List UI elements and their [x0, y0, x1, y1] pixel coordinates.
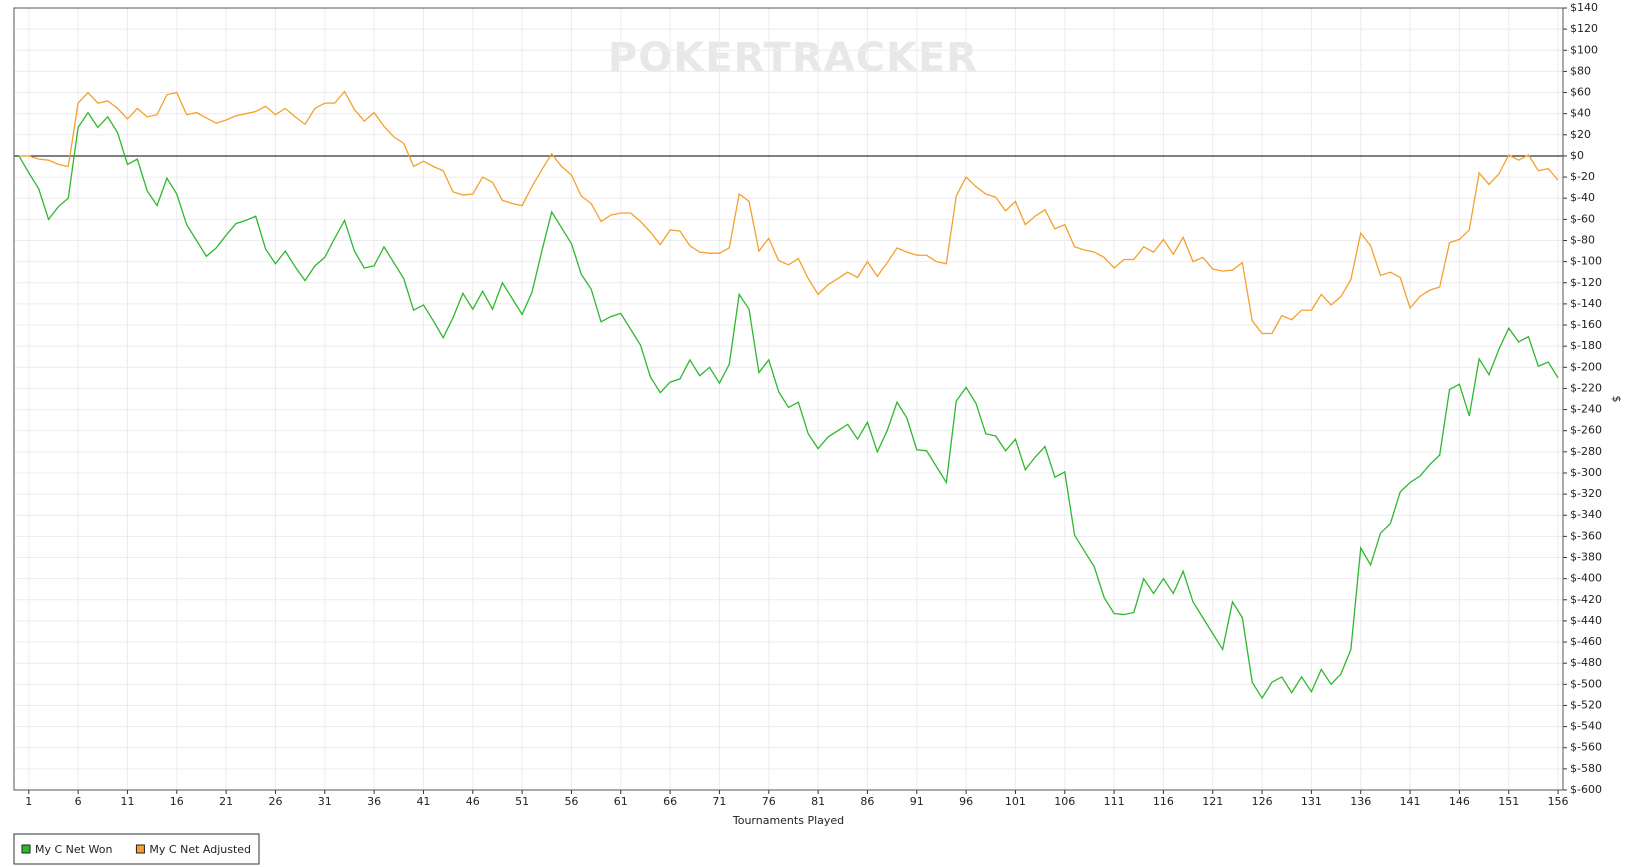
legend-label: My C Net Adjusted: [149, 843, 251, 856]
y-tick-label: $-320: [1570, 487, 1602, 500]
x-tick-label: 36: [367, 795, 381, 808]
legend: My C Net Won My C Net Adjusted: [13, 833, 260, 865]
legend-label: My C Net Won: [35, 843, 112, 856]
y-tick-label: $-520: [1570, 698, 1602, 711]
y-tick-label: $60: [1570, 86, 1591, 99]
y-tick-label: $120: [1570, 22, 1598, 35]
x-tick-label: 86: [860, 795, 874, 808]
x-tick-label: 146: [1449, 795, 1470, 808]
y-tick-label: $-60: [1570, 212, 1595, 225]
y-tick-label: $-280: [1570, 445, 1602, 458]
x-tick-label: 91: [910, 795, 924, 808]
x-tick-label: 71: [712, 795, 726, 808]
x-tick-label: 121: [1202, 795, 1223, 808]
x-tick-label: 11: [120, 795, 134, 808]
y-tick-label: $-140: [1570, 297, 1602, 310]
x-tick-label: 111: [1104, 795, 1125, 808]
y-tick-label: $-580: [1570, 762, 1602, 775]
x-tick-label: 81: [811, 795, 825, 808]
y-tick-label: $80: [1570, 64, 1591, 77]
y-tick-label: $-120: [1570, 276, 1602, 289]
x-tick-label: 101: [1005, 795, 1026, 808]
x-tick-label: 156: [1548, 795, 1569, 808]
x-tick-label: 141: [1400, 795, 1421, 808]
y-tick-label: $40: [1570, 107, 1591, 120]
x-tick-label: 1: [25, 795, 32, 808]
x-tick-label: 96: [959, 795, 973, 808]
y-tick-label: $140: [1570, 1, 1598, 14]
y-tick-label: $0: [1570, 149, 1584, 162]
x-axis-title: Tournaments Played: [732, 814, 844, 827]
y-tick-label: $20: [1570, 128, 1591, 141]
series-line: [18, 90, 1559, 335]
y-tick-label: $-360: [1570, 529, 1602, 542]
x-tick-label: 41: [416, 795, 430, 808]
y-tick-label: $-500: [1570, 677, 1602, 690]
legend-swatch: [21, 844, 31, 854]
series-line: [18, 111, 1559, 700]
x-tick-label: 66: [663, 795, 677, 808]
y-tick-label: $-200: [1570, 360, 1602, 373]
x-tick-label: 31: [318, 795, 332, 808]
x-tick-label: 56: [564, 795, 578, 808]
x-tick-label: 16: [170, 795, 184, 808]
x-tick-label: 51: [515, 795, 529, 808]
y-tick-label: $-460: [1570, 635, 1602, 648]
x-tick-label: 61: [614, 795, 628, 808]
y-tick-label: $-300: [1570, 466, 1602, 479]
y-tick-label: $-540: [1570, 720, 1602, 733]
x-tick-label: 151: [1498, 795, 1519, 808]
x-tick-label: 136: [1350, 795, 1371, 808]
y-tick-label: $-380: [1570, 551, 1602, 564]
y-tick-label: $-440: [1570, 614, 1602, 627]
y-tick-label: $-80: [1570, 233, 1595, 246]
y-tick-label: $-240: [1570, 403, 1602, 416]
x-tick-label: 116: [1153, 795, 1174, 808]
y-tick-label: $-40: [1570, 191, 1595, 204]
y-tick-label: $-160: [1570, 318, 1602, 331]
y-tick-label: $-480: [1570, 656, 1602, 669]
x-tick-label: 6: [75, 795, 82, 808]
y-tick-label: $-340: [1570, 508, 1602, 521]
x-tick-label: 76: [762, 795, 776, 808]
y-tick-label: $-560: [1570, 741, 1602, 754]
x-tick-label: 46: [466, 795, 480, 808]
y-tick-label: $-20: [1570, 170, 1595, 183]
y-tick-label: $-400: [1570, 572, 1602, 585]
y-tick-label: $-220: [1570, 381, 1602, 394]
x-tick-label: 21: [219, 795, 233, 808]
y-tick-label: $-100: [1570, 255, 1602, 268]
y-tick-label: $-260: [1570, 424, 1602, 437]
plot-frame: [13, 7, 1564, 791]
x-tick-label: 26: [268, 795, 282, 808]
watermark: POKERTRACKER: [608, 35, 978, 81]
x-tick-label: 106: [1054, 795, 1075, 808]
y-axis-title: $: [1610, 396, 1623, 403]
x-tick-label: 131: [1301, 795, 1322, 808]
y-tick-label: $100: [1570, 43, 1598, 56]
legend-swatch: [135, 844, 145, 854]
y-tick-label: $-180: [1570, 339, 1602, 352]
y-tick-label: $-600: [1570, 783, 1602, 796]
y-tick-label: $-420: [1570, 593, 1602, 606]
x-tick-label: 126: [1252, 795, 1273, 808]
